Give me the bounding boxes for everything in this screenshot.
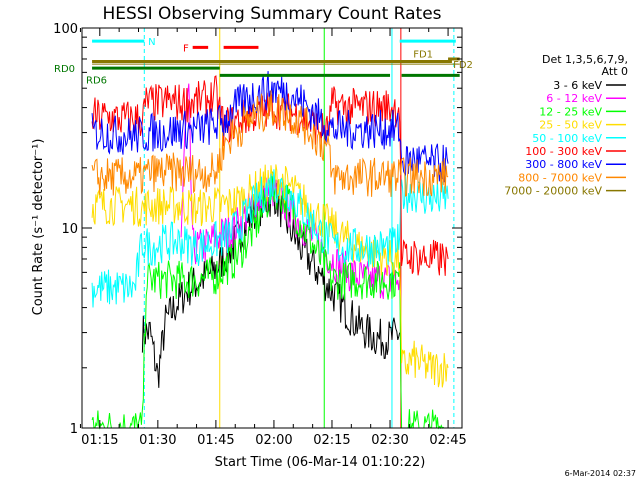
flag-label-0: N [148,37,155,48]
chart-title: HESSI Observing Summary Count Rates [102,4,441,24]
flag-label-4: RD0 [54,64,75,75]
x-tick-label-1: 01:30 [139,433,176,448]
axis-ticks: 01:15 01:30 01:45 02:00 02:15 02:30 02:45 1 10 10… [53,22,467,448]
x-tick-label-6: 02:45 [429,433,466,448]
y-tick-label-0: 1 [70,422,78,437]
flag-label-3: FD2 [453,60,473,71]
series-group [91,63,460,430]
flag-label-1: F [183,43,189,54]
flag-label-2: FD1 [413,49,433,60]
x-tick-label-0: 01:15 [81,433,118,448]
legend-label-2: 12 - 25 keV [539,105,602,118]
x-tick-label-3: 02:00 [255,433,292,448]
series-line-7 [91,90,449,197]
legend-header-1: Att 0 [602,65,628,78]
y-axis-label: Count Rate (s⁻¹ detector⁻¹) [31,139,46,316]
series-line-4 [91,169,449,308]
y-tick-label-2: 100 [53,22,78,37]
legend-label-3: 25 - 50 keV [539,119,602,132]
legend-header-0: Det 1,3,5,6,7,9, [542,53,628,66]
legend-label-0: 3 - 6 keV [553,79,602,92]
bar-group: N F FD1 FD2 RD0 RD6 [54,37,473,86]
legend-label-4: 50 - 100 keV [532,132,602,145]
x-tick-label-4: 02:15 [313,433,350,448]
legend-label-6: 300 - 800 keV [525,158,602,171]
legend-label-8: 7000 - 20000 keV [504,185,602,198]
legend-label-1: 6 - 12 keV [546,92,602,105]
flag-label-5: RD6 [86,75,107,86]
x-tick-label-2: 01:45 [197,433,234,448]
series-line-6 [91,71,449,183]
x-axis-label: Start Time (06-Mar-14 01:10:22) [215,455,426,470]
legend-label-7: 800 - 7000 keV [518,171,602,184]
timestamp: 6-Mar-2014 02:37 [565,469,636,478]
legend-label-5: 100 - 300 keV [525,145,602,158]
y-tick-label-1: 10 [61,222,78,237]
x-tick-label-5: 02:30 [371,433,408,448]
